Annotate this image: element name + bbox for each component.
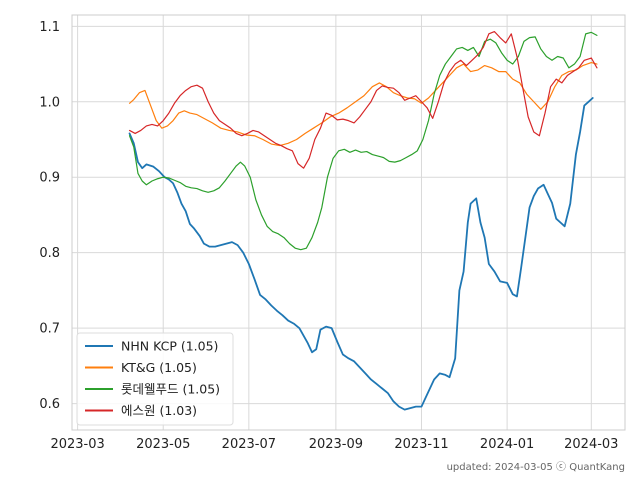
y-tick-label: 1.0 <box>39 95 60 110</box>
legend-entry: 에스원 (1.03) <box>121 403 197 418</box>
x-tick-label: 2024-01 <box>480 437 534 452</box>
y-tick-label: 0.8 <box>39 246 60 261</box>
y-tick-label: 1.1 <box>39 20 60 35</box>
series-line-0 <box>128 97 594 411</box>
y-tick-label: 0.9 <box>39 171 60 186</box>
legend-entry: NHN KCP (1.05) <box>121 339 218 354</box>
legend-entry: KT&G (1.05) <box>121 360 197 375</box>
grid <box>72 15 625 430</box>
x-tick-label: 2023-07 <box>222 437 276 452</box>
tick-labels: 0.6 0.7 0.8 0.9 1.0 1.1 2023-03 2023-05 2023-07 2… <box>39 20 618 452</box>
x-tick-label: 2023-03 <box>50 437 104 452</box>
legend-entry: 롯데웰푸드 (1.05) <box>121 382 220 397</box>
x-tick-label: 2023-09 <box>309 437 363 452</box>
plot-frame <box>71 14 626 431</box>
x-tick-label: 2024-03 <box>564 437 618 452</box>
legend: NHN KCP (1.05) KT&G (1.05) 롯데웰푸드 (1.05) 에스원… <box>76 332 234 426</box>
series-line-1 <box>128 61 598 147</box>
y-tick-label: 0.6 <box>39 397 60 412</box>
legend-box <box>76 332 234 426</box>
footer-credit: updated: 2024-03-05 ⓒ QuantKang <box>447 461 625 473</box>
series-line-3 <box>128 31 598 169</box>
y-tick-label: 0.7 <box>39 322 60 337</box>
x-tick-label: 2023-11 <box>394 437 448 452</box>
series-layer <box>128 31 598 411</box>
x-tick-label: 2023-05 <box>136 437 190 452</box>
